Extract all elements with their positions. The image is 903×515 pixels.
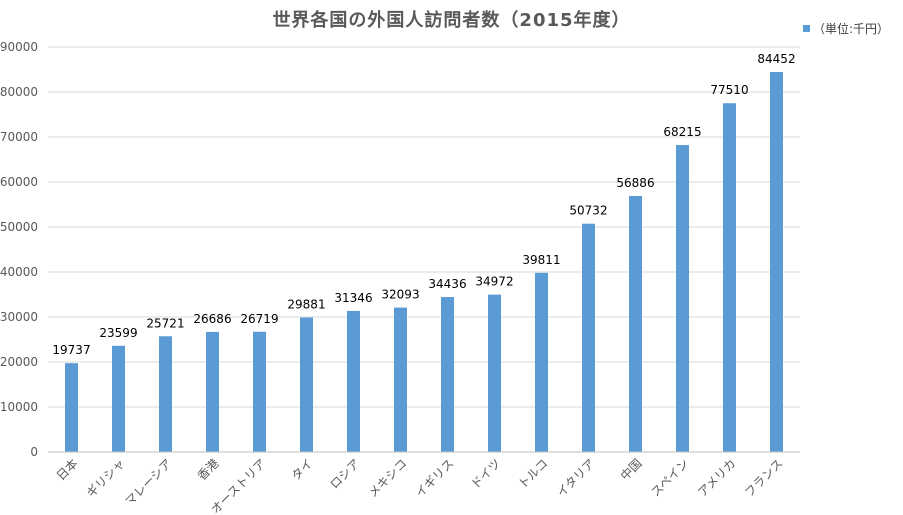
data-label: 68215 xyxy=(663,125,701,139)
data-label: 26686 xyxy=(193,312,231,326)
bar xyxy=(770,71,783,452)
bar xyxy=(300,317,313,452)
chart-title: 世界各国の外国人訪問者数（2015年度） xyxy=(272,10,631,31)
data-label: 19737 xyxy=(52,343,90,357)
data-label: 84452 xyxy=(757,52,795,66)
y-tick-label: 10000 xyxy=(0,400,38,414)
y-tick-label: 90000 xyxy=(0,40,38,54)
x-tick-label: マレーシア xyxy=(122,456,174,508)
x-tick-label: ギリシャ xyxy=(84,456,128,500)
y-tick-label: 50000 xyxy=(0,220,38,234)
x-tick-label: メキシコ xyxy=(366,456,410,500)
data-label: 56886 xyxy=(616,176,654,190)
bar xyxy=(676,145,689,452)
data-label: 23599 xyxy=(99,326,137,340)
x-tick-label: ロシア xyxy=(327,456,362,491)
y-tick-label: 60000 xyxy=(0,175,38,189)
x-tick-label: イギリス xyxy=(413,456,457,500)
x-tick-label: トルコ xyxy=(515,456,550,491)
data-label: 77510 xyxy=(710,83,748,97)
y-tick-label: 20000 xyxy=(0,355,38,369)
x-tick-label: 中国 xyxy=(617,456,645,484)
x-tick-label: アメリカ xyxy=(695,456,738,499)
data-label: 34972 xyxy=(475,275,513,289)
data-label: 50732 xyxy=(569,204,607,218)
bar xyxy=(206,331,219,452)
data-label: 29881 xyxy=(287,298,325,312)
y-tick-label: 0 xyxy=(30,445,38,459)
legend-swatch xyxy=(803,25,810,32)
x-tick-label: スペイン xyxy=(648,456,691,499)
bar xyxy=(159,336,172,452)
data-label: 39811 xyxy=(522,253,560,267)
legend: （単位:千円） xyxy=(803,20,889,37)
bar xyxy=(535,272,548,452)
data-label: 26719 xyxy=(240,312,278,326)
bar xyxy=(723,103,736,452)
bar xyxy=(629,196,642,452)
x-tick-label: イタリア xyxy=(554,456,598,500)
y-tick-label: 40000 xyxy=(0,265,38,279)
x-tick-label: タイ xyxy=(289,456,316,483)
x-tick-label: ドイツ xyxy=(468,456,503,491)
y-tick-label: 70000 xyxy=(0,130,38,144)
x-tick-label: 香港 xyxy=(195,456,222,483)
x-tick-label: フランス xyxy=(742,456,786,500)
data-label: 34436 xyxy=(428,277,466,291)
data-label: 25721 xyxy=(146,316,184,330)
data-label: 31346 xyxy=(334,291,372,305)
bar xyxy=(253,331,266,452)
bar xyxy=(347,310,360,452)
bar xyxy=(65,363,78,452)
x-tick-label: 日本 xyxy=(54,456,81,483)
data-label: 32093 xyxy=(381,288,419,302)
bar xyxy=(582,223,595,452)
y-tick-label: 30000 xyxy=(0,310,38,324)
bar xyxy=(112,345,125,452)
bar xyxy=(488,294,501,452)
bar xyxy=(394,307,407,452)
legend-label: （単位:千円） xyxy=(813,22,890,36)
bar xyxy=(441,297,454,452)
y-tick-label: 80000 xyxy=(0,85,38,99)
